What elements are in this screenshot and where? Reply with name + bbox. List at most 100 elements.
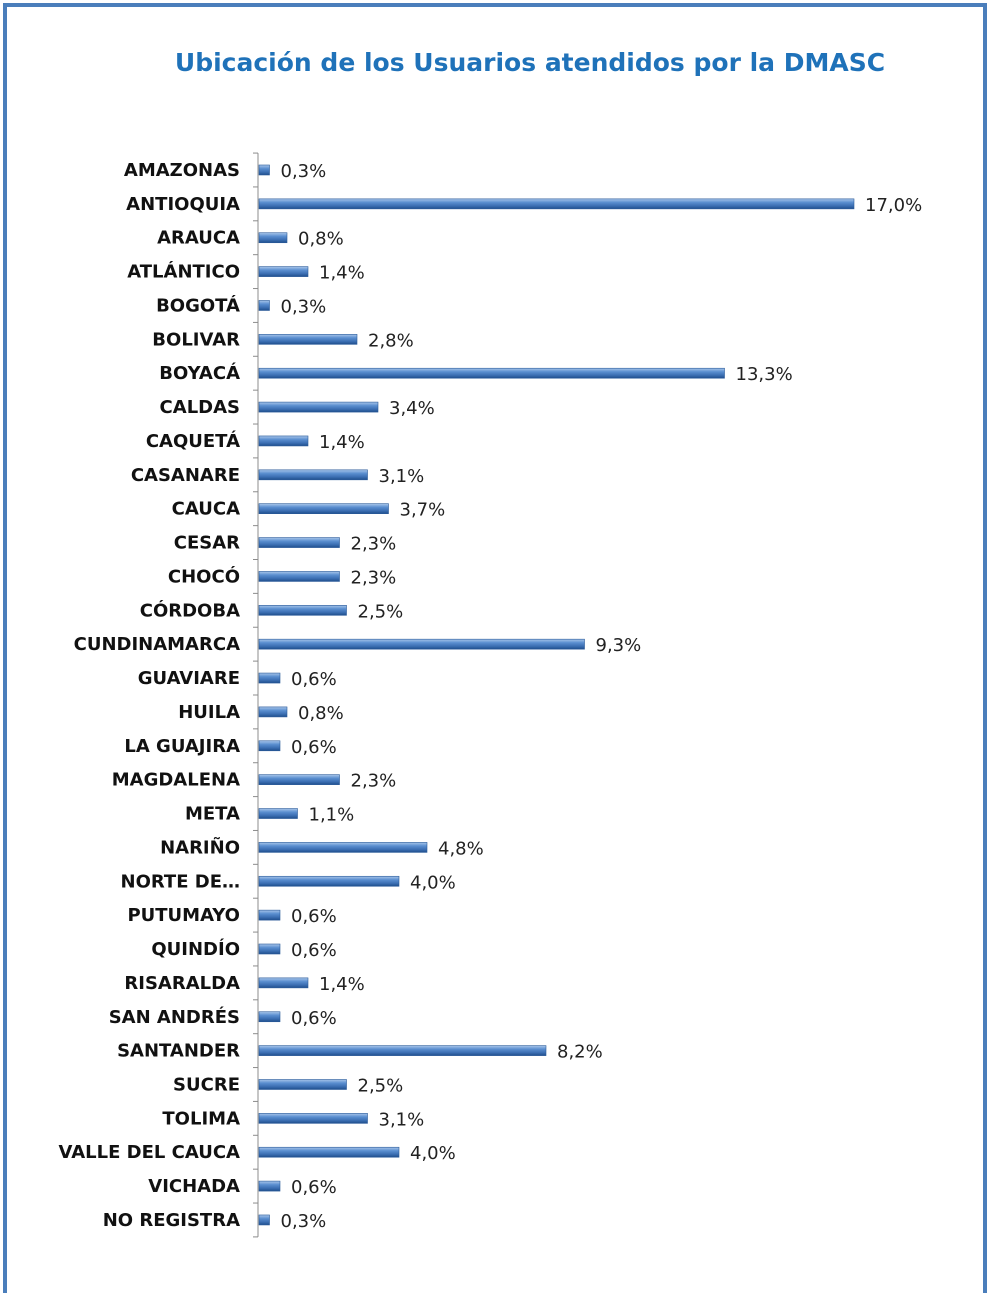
category-label: SAN ANDRÉS	[109, 1006, 240, 1028]
data-label: 2,3%	[351, 567, 397, 588]
category-label: LA GUAJIRA	[124, 736, 240, 757]
category-label: ATLÁNTICO	[127, 261, 240, 283]
data-label: 0,6%	[291, 906, 337, 927]
data-label: 3,1%	[379, 466, 425, 487]
bar	[258, 638, 585, 650]
category-label: NORTE DE…	[121, 871, 241, 892]
bar	[258, 605, 347, 616]
data-label: 1,1%	[309, 805, 355, 826]
category-label: NO REGISTRA	[103, 1210, 240, 1231]
category-label: PUTUMAYO	[127, 905, 240, 926]
category-label: BOYACÁ	[159, 362, 240, 384]
data-label: 1,4%	[319, 263, 365, 284]
bar	[258, 164, 270, 176]
data-label: 1,4%	[319, 432, 365, 453]
data-label: 2,5%	[358, 601, 404, 622]
data-label: 17,0%	[865, 195, 922, 216]
bar	[258, 232, 288, 244]
bar	[258, 266, 309, 277]
category-label: MAGDALENA	[112, 770, 240, 791]
category-label: VALLE DEL CAUCA	[59, 1142, 241, 1163]
category-label: NARIÑO	[160, 835, 240, 858]
category-label: QUINDÍO	[151, 938, 240, 960]
data-label: 2,8%	[368, 330, 414, 351]
data-label: 0,8%	[298, 703, 344, 724]
category-label: AMAZONAS	[124, 160, 240, 181]
bar	[258, 401, 379, 413]
data-label: 0,6%	[291, 940, 337, 961]
bar	[258, 1045, 547, 1056]
category-label: CESAR	[174, 533, 240, 554]
data-label: 3,4%	[389, 398, 435, 419]
data-label: 0,6%	[291, 1008, 337, 1029]
bar	[258, 1113, 368, 1124]
bar	[258, 1011, 281, 1023]
bar	[258, 909, 281, 921]
category-label: BOLIVAR	[152, 329, 240, 350]
bar	[258, 198, 855, 210]
category-label: CAQUETÁ	[146, 430, 240, 452]
bar	[258, 1146, 400, 1158]
category-label: GUAVIARE	[138, 668, 240, 689]
y-axis	[253, 152, 259, 1238]
data-label: 9,3%	[596, 635, 642, 656]
bar	[258, 1214, 270, 1226]
bar	[258, 774, 340, 785]
bar	[258, 977, 309, 989]
category-label: BOGOTÁ	[156, 294, 240, 316]
bar	[258, 943, 281, 955]
data-label: 0,6%	[291, 669, 337, 690]
data-label: 2,5%	[358, 1075, 404, 1096]
data-label: 4,0%	[410, 1143, 456, 1164]
bar	[258, 875, 400, 887]
chart-frame	[3, 3, 987, 1293]
data-label: 2,3%	[351, 771, 397, 792]
category-label: SUCRE	[173, 1074, 240, 1095]
data-label: 3,1%	[379, 1109, 425, 1130]
category-label: TOLIMA	[162, 1108, 240, 1129]
data-labels: 0,3% 17,0% 0,8% 1,4% 0,3% 2,8% 13,3% 3,4% 1,4% 3,…	[281, 161, 923, 1232]
data-label: 0,3%	[281, 1211, 327, 1232]
data-label: 3,7%	[400, 500, 446, 521]
data-label: 0,3%	[281, 296, 327, 317]
category-label: SANTANDER	[117, 1041, 240, 1062]
data-label: 2,3%	[351, 534, 397, 555]
data-label: 8,2%	[557, 1042, 603, 1063]
category-label: META	[185, 804, 240, 825]
category-label: VICHADA	[148, 1176, 240, 1197]
chart-title: Ubicación de los Usuarios atendidos por …	[174, 48, 886, 77]
bar	[258, 672, 281, 684]
data-label: 0,8%	[298, 229, 344, 250]
category-labels: AMAZONAS ANTIOQUIA ARAUCA ATLÁNTICO BOGOTÁ BO…	[59, 160, 241, 1231]
bar	[258, 537, 340, 548]
data-label: 0,3%	[281, 161, 327, 182]
category-label: CUNDINAMARCA	[74, 634, 240, 655]
category-label: ANTIOQUIA	[126, 194, 240, 215]
bar	[258, 740, 281, 752]
data-label: 0,6%	[291, 737, 337, 758]
data-label: 4,0%	[410, 872, 456, 893]
bar	[258, 571, 340, 582]
bar	[258, 808, 298, 819]
category-label: HUILA	[178, 702, 240, 723]
category-label: CHOCÓ	[168, 565, 240, 587]
category-label: CÓRDOBA	[140, 599, 240, 621]
category-label: CASANARE	[131, 465, 240, 486]
category-label: ARAUCA	[157, 228, 240, 249]
category-label: CALDAS	[160, 397, 240, 418]
data-label: 1,4%	[319, 974, 365, 995]
bar	[258, 842, 428, 853]
bar	[258, 300, 270, 311]
bar	[258, 1180, 281, 1192]
data-label: 4,8%	[438, 838, 484, 859]
bar	[258, 1079, 347, 1090]
bar	[258, 706, 288, 718]
bar	[258, 367, 725, 379]
category-label: CAUCA	[172, 499, 240, 520]
bar	[258, 469, 368, 481]
data-label: 13,3%	[736, 364, 793, 385]
bars	[258, 164, 855, 1226]
bar	[258, 334, 358, 345]
bar	[258, 503, 389, 515]
